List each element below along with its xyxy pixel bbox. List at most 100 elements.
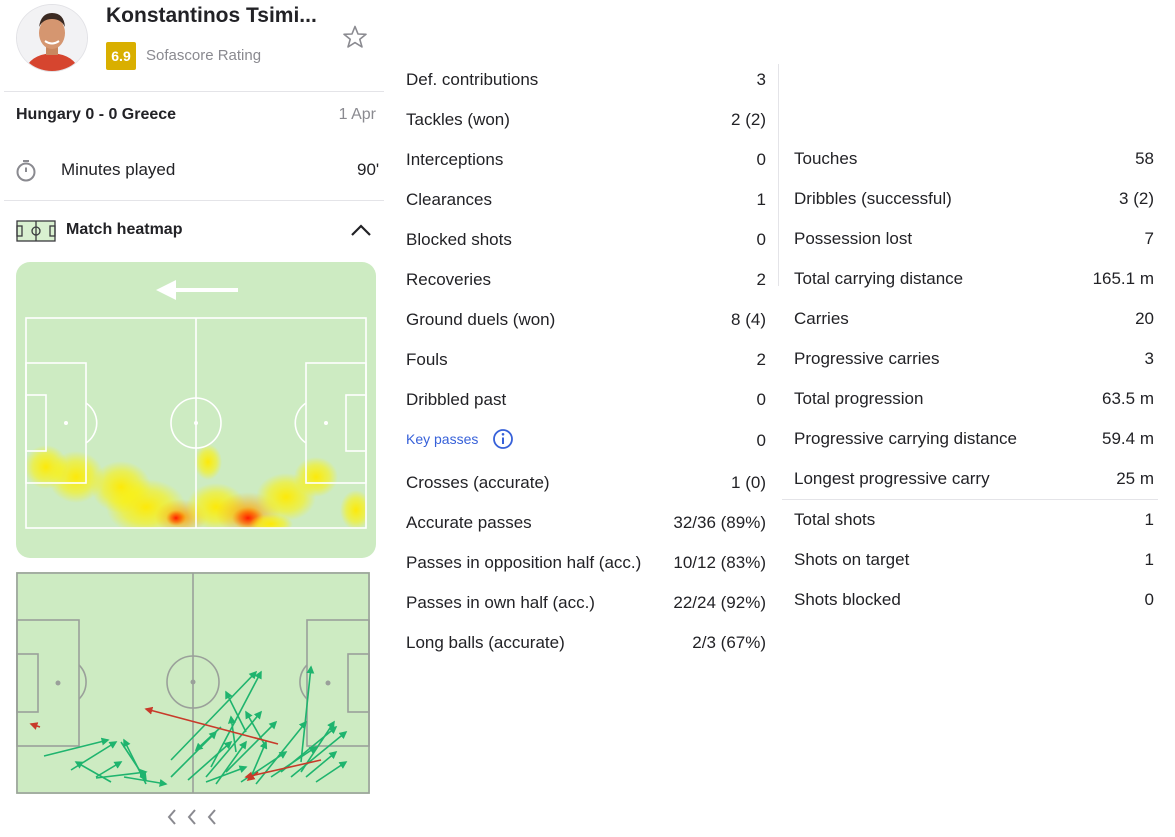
stat-label: Touches bbox=[794, 149, 858, 168]
pass-arrow-successful bbox=[215, 740, 247, 785]
stat-value: 0 bbox=[756, 150, 766, 169]
stat-value: 20 bbox=[1135, 309, 1154, 328]
stat-value: 2 (2) bbox=[731, 110, 766, 129]
stat-label: Passes in opposition half (acc.) bbox=[406, 553, 642, 572]
stat-value: 0 bbox=[756, 431, 766, 450]
stat-label: Accurate passes bbox=[406, 513, 532, 532]
pass-arrow-successful bbox=[194, 726, 222, 752]
stat-value: 3 bbox=[756, 70, 766, 89]
heatmap bbox=[16, 262, 376, 558]
pass-map bbox=[16, 572, 370, 794]
column-divider bbox=[778, 64, 779, 286]
player-avatar[interactable] bbox=[16, 4, 88, 72]
stat-value: 2 bbox=[756, 350, 766, 369]
heatmap-title[interactable]: Match heatmap bbox=[66, 221, 183, 238]
divider bbox=[4, 91, 384, 92]
stat-label: Interceptions bbox=[406, 150, 504, 169]
stat-label: Dribbles (successful) bbox=[794, 189, 952, 208]
pass-arrow-failed bbox=[29, 722, 41, 730]
minutes-played-value: 90' bbox=[357, 160, 380, 179]
stat-label: Progressive carries bbox=[794, 349, 940, 368]
player-name[interactable]: Konstantinos Tsimi... bbox=[106, 4, 317, 27]
pass-arrow-successful bbox=[187, 740, 233, 781]
pass-arrow-successful bbox=[255, 720, 308, 785]
rating-label: Sofascore Rating bbox=[146, 47, 262, 64]
stat-label: Ground duels (won) bbox=[406, 310, 556, 329]
pass-arrow-successful bbox=[205, 765, 248, 783]
pass-arrow-successful bbox=[74, 761, 112, 783]
pass-arrow-failed bbox=[244, 759, 322, 780]
stat-value: 1 (0) bbox=[731, 473, 766, 492]
pass-arrow-successful bbox=[227, 715, 237, 753]
stat-value: 1 bbox=[1144, 510, 1154, 529]
stat-label: Shots blocked bbox=[794, 590, 901, 609]
stat-value: 2 bbox=[756, 270, 766, 289]
arrow-left-icon bbox=[156, 280, 238, 300]
stat-value: 0 bbox=[756, 230, 766, 249]
pass-arrow-successful bbox=[123, 738, 147, 785]
stat-value: 1 bbox=[756, 190, 766, 209]
stat-value: 3 (2) bbox=[1119, 189, 1154, 208]
pass-arrow-successful bbox=[225, 690, 247, 733]
stat-value: 22/24 (92%) bbox=[673, 593, 766, 612]
match-title: Hungary 0 - 0 Greece bbox=[16, 106, 177, 123]
stat-label: Carries bbox=[794, 309, 849, 328]
stat-label: Total shots bbox=[794, 510, 876, 529]
stat-label: Tackles (won) bbox=[406, 110, 510, 129]
pass-arrow-successful bbox=[225, 720, 278, 773]
pass-arrow-successful bbox=[95, 761, 123, 778]
pass-arrow-successful bbox=[95, 768, 148, 779]
stat-value: 0 bbox=[756, 390, 766, 409]
stat-value: 1 bbox=[1144, 550, 1154, 569]
pass-arrow-successful bbox=[120, 741, 147, 782]
stat-value: 32/36 (89%) bbox=[673, 513, 766, 532]
stat-label: Def. contributions bbox=[406, 70, 539, 89]
stat-value: 25 m bbox=[1116, 469, 1154, 488]
stat-label: Clearances bbox=[406, 190, 492, 209]
chevron-left-icon bbox=[167, 809, 216, 825]
divider bbox=[782, 499, 1158, 500]
match-date: 1 Apr bbox=[338, 106, 376, 123]
pass-arrow-successful bbox=[170, 670, 258, 761]
stat-label: Crosses (accurate) bbox=[406, 473, 550, 492]
pass-arrow-successful bbox=[245, 710, 267, 748]
pass-arrow-successful bbox=[290, 730, 348, 778]
stat-value: 59.4 m bbox=[1102, 429, 1154, 448]
pass-arrow-successful bbox=[280, 725, 338, 773]
pass-arrow-successful bbox=[250, 740, 268, 778]
pass-arrow-successful bbox=[210, 670, 262, 768]
pass-arrow-successful bbox=[305, 750, 338, 778]
stat-label: Fouls bbox=[406, 350, 448, 369]
stat-value: 10/12 (83%) bbox=[673, 553, 766, 572]
stat-label: Long balls (accurate) bbox=[406, 633, 565, 652]
pass-arrow-failed bbox=[246, 771, 259, 781]
pass-arrow-successful bbox=[43, 737, 110, 757]
stat-value: 2/3 (67%) bbox=[692, 633, 766, 652]
stat-label: Recoveries bbox=[406, 270, 492, 289]
stat-value: 63.5 m bbox=[1102, 389, 1154, 408]
chevron-up-icon[interactable] bbox=[350, 222, 372, 238]
stopwatch-icon bbox=[14, 158, 38, 182]
rating-badge: 6.9 bbox=[106, 42, 136, 70]
stat-label: Passes in own half (acc.) bbox=[406, 593, 595, 612]
stat-label: Total progression bbox=[794, 389, 924, 408]
minutes-played-label: Minutes played bbox=[61, 160, 176, 179]
stat-value: 8 (4) bbox=[731, 310, 766, 329]
stat-value: 165.1 m bbox=[1092, 269, 1154, 288]
stat-label: Blocked shots bbox=[406, 230, 512, 249]
divider bbox=[4, 200, 384, 201]
pass-arrow-successful bbox=[315, 761, 348, 783]
stat-label: Total carrying distance bbox=[794, 269, 964, 288]
stat-label: Longest progressive carry bbox=[794, 469, 990, 488]
star-icon[interactable] bbox=[342, 24, 368, 50]
stat-label: Possession lost bbox=[794, 229, 913, 248]
info-icon[interactable] bbox=[492, 428, 514, 450]
pass-arrow-failed bbox=[144, 706, 279, 745]
stat-label: Progressive carrying distance bbox=[794, 429, 1017, 448]
stat-label[interactable]: Key passes bbox=[406, 431, 479, 447]
pagination-chevrons[interactable] bbox=[165, 806, 221, 828]
pitch-icon bbox=[16, 220, 56, 242]
stat-label: Dribbled past bbox=[406, 390, 507, 409]
stat-value: 3 bbox=[1144, 349, 1154, 368]
stat-value: 0 bbox=[1144, 590, 1154, 609]
